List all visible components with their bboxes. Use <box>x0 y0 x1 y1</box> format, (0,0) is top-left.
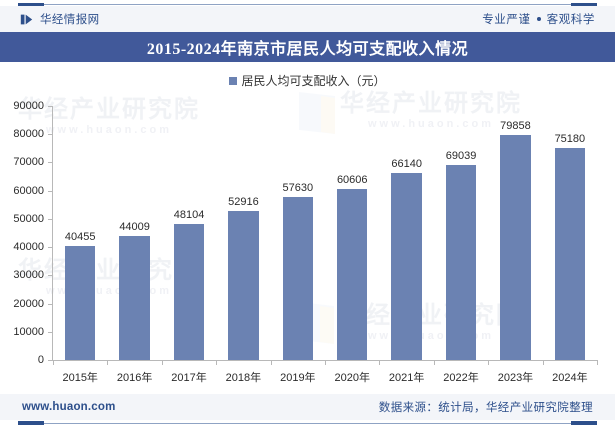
y-axis-tick <box>48 190 53 192</box>
y-axis-tick-label: 20000 <box>13 297 44 310</box>
x-axis-tick <box>542 360 544 365</box>
bar-value-label: 79858 <box>500 119 531 132</box>
chart-container: 华经产业研究院 www.huaon.com 华经产业研究院 www.huaon.… <box>0 62 615 392</box>
title-band: 2015-2024年南京市居民人均可支配收入情况 <box>0 32 615 62</box>
x-axis-tick-label: 2022年 <box>443 372 479 384</box>
accent-rule-bottom-left <box>18 421 44 425</box>
y-axis-tick <box>48 247 53 249</box>
bar[interactable] <box>119 235 150 360</box>
bar-group[interactable]: 44009 2016年 <box>107 106 161 384</box>
bar-group[interactable]: 79858 2023年 <box>488 106 542 384</box>
x-axis-tick <box>270 360 272 365</box>
bar-group[interactable]: 60606 2020年 <box>325 106 379 384</box>
x-axis-tick-label: 2020年 <box>334 372 370 384</box>
legend-label: 居民人均可支配收入（元） <box>241 74 386 88</box>
bar-series: 40455 2015年 44009 2016年 48104 2017年 52916 2018年… <box>53 106 597 384</box>
bar[interactable] <box>500 134 531 360</box>
plot-area: 0 10000 20000 30000 40000 50000 60000 70000 8000… <box>13 100 598 384</box>
bar[interactable] <box>64 245 96 360</box>
bar[interactable] <box>554 147 586 360</box>
x-axis-tick-label: 2021年 <box>388 372 425 384</box>
y-axis-tick <box>48 360 53 361</box>
bar-group[interactable]: 40455 2015年 <box>53 106 107 384</box>
x-axis-tick-label: 2023年 <box>497 372 534 384</box>
y-axis-tick <box>48 331 53 333</box>
bar-value-label: 44009 <box>119 220 150 233</box>
y-axis-tick-label: 70000 <box>13 156 44 169</box>
bar[interactable] <box>282 197 314 360</box>
y-axis-tick <box>48 162 53 164</box>
bar-group[interactable]: 52916 2018年 <box>216 106 270 384</box>
x-axis-tick-label: 2015年 <box>62 372 98 384</box>
accent-hairline-top <box>44 4 571 5</box>
bar-group[interactable]: 48104 2017年 <box>162 106 216 384</box>
y-axis-tick-label: 40000 <box>13 241 44 254</box>
bar[interactable] <box>228 210 259 360</box>
x-axis-tick <box>107 360 109 365</box>
y-axis-tick-label: 30000 <box>13 269 44 282</box>
x-axis-tick <box>379 360 381 365</box>
x-axis-tick <box>53 360 54 365</box>
x-axis-tick-label: 2024年 <box>552 372 588 384</box>
bar-value-label: 57630 <box>282 182 314 195</box>
bar-group[interactable]: 66140 2021年 <box>379 106 433 384</box>
accent-rule-top-right <box>571 3 597 7</box>
x-axis-tick-label: 2017年 <box>171 372 207 384</box>
bar[interactable] <box>337 188 368 360</box>
page-footer: www.huaon.com 数据来源：统计局，华经产业研究院整理 <box>0 394 615 420</box>
bar[interactable] <box>391 173 422 360</box>
bar-value-label: 66140 <box>391 158 422 171</box>
x-axis-tick-label: 2016年 <box>116 372 153 384</box>
footer-source: 数据来源：统计局，华经产业研究院整理 <box>378 402 593 414</box>
book-logo-icon <box>20 14 33 24</box>
x-axis-tick <box>325 360 326 365</box>
y-axis-tick-label: 60000 <box>13 184 44 197</box>
x-axis-tick <box>216 360 218 365</box>
tagline-left: 专业严谨 <box>482 14 531 26</box>
y-axis-tick <box>48 106 53 107</box>
footer-url[interactable]: www.huaon.com <box>22 401 116 413</box>
bar[interactable] <box>173 224 205 360</box>
accent-hairline-bottom <box>44 423 571 424</box>
bar-value-label: 52916 <box>228 195 259 208</box>
bar-group[interactable]: 57630 2019年 <box>271 106 325 384</box>
bullet-dot-icon <box>536 17 541 21</box>
brand: 华经情报网 <box>20 11 100 27</box>
y-axis-tick-label: 0 <box>37 354 44 366</box>
accent-rule-bottom-right <box>571 421 597 425</box>
x-axis-tick-label: 2019年 <box>280 372 316 384</box>
page-title: 2015-2024年南京市居民人均可支配收入情况 <box>146 41 469 58</box>
tagline: 专业严谨 客观科学 <box>482 11 595 27</box>
y-axis-tick <box>48 134 53 136</box>
bar[interactable] <box>445 165 477 360</box>
x-axis-tick <box>488 360 490 365</box>
y-axis-tick-label: 50000 <box>13 212 44 225</box>
bar-value-label: 48104 <box>173 209 205 222</box>
x-axis-tick <box>433 360 435 365</box>
accent-rule-top-left <box>18 3 44 7</box>
tagline-right: 客观科学 <box>546 14 595 26</box>
bar-value-label: 40455 <box>64 230 96 243</box>
y-axis-tick <box>48 218 53 220</box>
bar-group[interactable]: 69039 2022年 <box>434 106 488 384</box>
y-axis-tick-label: 90000 <box>13 100 44 112</box>
x-axis-tick <box>597 360 598 365</box>
chart-legend: 居民人均可支配收入（元） <box>0 72 615 89</box>
page-header: 华经情报网 专业严谨 客观科学 <box>0 6 615 32</box>
y-axis-tick <box>48 275 53 277</box>
y-axis-tick-label: 80000 <box>13 128 44 141</box>
x-axis-tick <box>161 360 163 365</box>
legend-swatch-icon <box>229 76 238 85</box>
y-axis-tick <box>48 303 53 305</box>
bar-value-label: 75180 <box>554 132 586 145</box>
y-axis-tick-label: 10000 <box>13 325 44 338</box>
bar-group[interactable]: 75180 2024年 <box>543 106 597 384</box>
x-axis-tick-label: 2018年 <box>225 372 262 384</box>
bar-value-label: 69039 <box>445 150 477 163</box>
brand-name: 华经情报网 <box>40 14 100 26</box>
bar-value-label: 60606 <box>336 173 368 186</box>
